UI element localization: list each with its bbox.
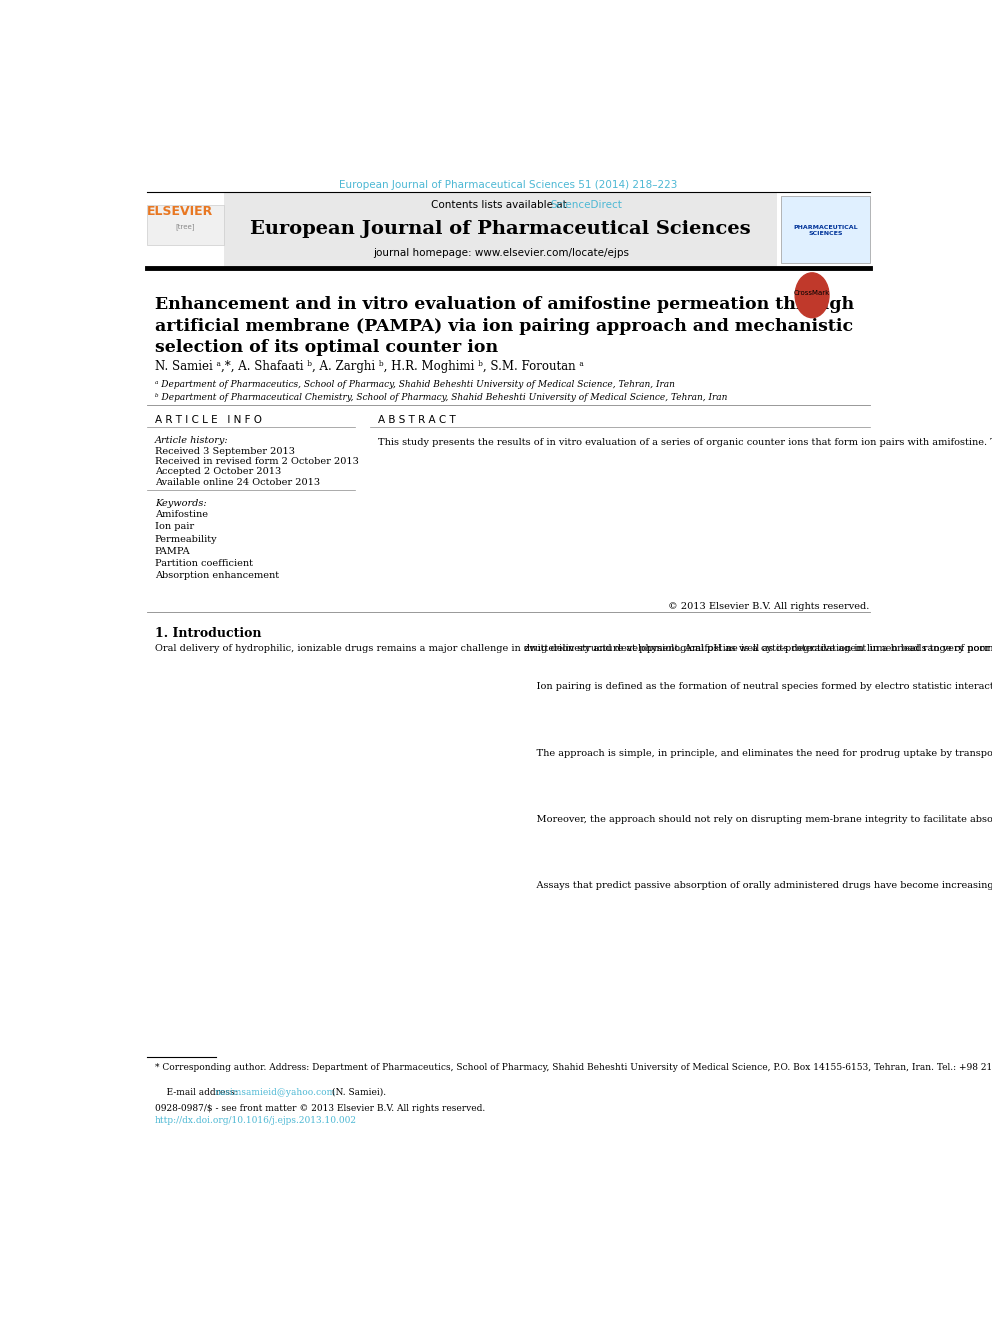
Text: http://dx.doi.org/10.1016/j.ejps.2013.10.002: http://dx.doi.org/10.1016/j.ejps.2013.10… (155, 1117, 357, 1126)
Text: Moreover, the approach should not rely on disrupting mem-brane integrity to faci: Moreover, the approach should not rely o… (524, 815, 992, 824)
Text: Absorption enhancement: Absorption enhancement (155, 572, 279, 581)
Text: ᵇ Department of Pharmaceutical Chemistry, School of Pharmacy, Shahid Beheshti Un: ᵇ Department of Pharmaceutical Chemistry… (155, 393, 727, 402)
Text: [tree]: [tree] (176, 224, 195, 230)
Text: PHARMACEUTICAL
SCIENCES: PHARMACEUTICAL SCIENCES (794, 225, 858, 237)
Text: Contents lists available at: Contents lists available at (432, 200, 570, 209)
Text: A B S T R A C T: A B S T R A C T (378, 415, 455, 426)
Text: Assays that predict passive absorption of orally administered drugs have become : Assays that predict passive absorption o… (524, 881, 992, 890)
Text: Oral delivery of hydrophilic, ionizable drugs remains a major challenge in drug : Oral delivery of hydrophilic, ionizable … (155, 644, 992, 652)
Text: CrossMark: CrossMark (794, 290, 830, 296)
Text: nasimsamieid@yahoo.com: nasimsamieid@yahoo.com (214, 1088, 336, 1097)
Text: ELSEVIER: ELSEVIER (147, 205, 213, 217)
FancyBboxPatch shape (782, 196, 870, 263)
Text: (N. Samiei).: (N. Samiei). (329, 1088, 387, 1097)
FancyBboxPatch shape (224, 192, 778, 266)
Text: The approach is simple, in principle, and eliminates the need for prodrug uptake: The approach is simple, in principle, an… (524, 749, 992, 758)
Text: Ion pair: Ion pair (155, 523, 193, 532)
Text: ScienceDirect: ScienceDirect (551, 200, 623, 209)
Text: 0928-0987/$ - see front matter © 2013 Elsevier B.V. All rights reserved.: 0928-0987/$ - see front matter © 2013 El… (155, 1105, 485, 1113)
Text: Received in revised form 2 October 2013: Received in revised form 2 October 2013 (155, 458, 359, 466)
Text: Received 3 September 2013: Received 3 September 2013 (155, 447, 295, 456)
Text: © 2013 Elsevier B.V. All rights reserved.: © 2013 Elsevier B.V. All rights reserved… (669, 602, 870, 611)
Text: Available online 24 October 2013: Available online 24 October 2013 (155, 478, 319, 487)
Text: journal homepage: www.elsevier.com/locate/ejps: journal homepage: www.elsevier.com/locat… (373, 249, 629, 258)
Text: This study presents the results of in vitro evaluation of a series of organic co: This study presents the results of in vi… (378, 438, 992, 447)
Text: Ion pairing is defined as the formation of neutral species formed by electro sta: Ion pairing is defined as the formation … (524, 683, 992, 692)
Text: zwitterion structure at physiological pH as well as its degradation in lumen lea: zwitterion structure at physiological pH… (524, 644, 992, 652)
Text: A R T I C L E   I N F O: A R T I C L E I N F O (155, 415, 262, 426)
Text: Keywords:: Keywords: (155, 499, 206, 508)
Text: European Journal of Pharmaceutical Sciences 51 (2014) 218–223: European Journal of Pharmaceutical Scien… (339, 180, 678, 191)
Text: Permeability: Permeability (155, 534, 217, 544)
Circle shape (796, 273, 829, 318)
FancyBboxPatch shape (147, 205, 224, 245)
Text: ᵃ Department of Pharmaceutics, School of Pharmacy, Shahid Beheshti University of: ᵃ Department of Pharmaceutics, School of… (155, 380, 675, 389)
Text: PAMPA: PAMPA (155, 546, 190, 556)
Text: 1. Introduction: 1. Introduction (155, 627, 261, 640)
Text: Partition coefficient: Partition coefficient (155, 560, 253, 568)
Text: N. Samiei ᵃ,*, A. Shafaati ᵇ, A. Zarghi ᵇ, H.R. Moghimi ᵇ, S.M. Foroutan ᵃ: N. Samiei ᵃ,*, A. Shafaati ᵇ, A. Zarghi … (155, 360, 583, 373)
Text: * Corresponding author. Address: Department of Pharmaceutics, School of Pharmacy: * Corresponding author. Address: Departm… (155, 1064, 992, 1073)
Text: Article history:: Article history: (155, 435, 228, 445)
Text: Enhancement and in vitro evaluation of amifostine permeation through
artificial : Enhancement and in vitro evaluation of a… (155, 296, 854, 356)
Text: European Journal of Pharmaceutical Sciences: European Journal of Pharmaceutical Scien… (250, 220, 751, 238)
Text: Amifostine: Amifostine (155, 511, 207, 519)
Text: E-mail address:: E-mail address: (155, 1088, 237, 1097)
Text: Accepted 2 October 2013: Accepted 2 October 2013 (155, 467, 281, 476)
FancyBboxPatch shape (774, 274, 862, 316)
